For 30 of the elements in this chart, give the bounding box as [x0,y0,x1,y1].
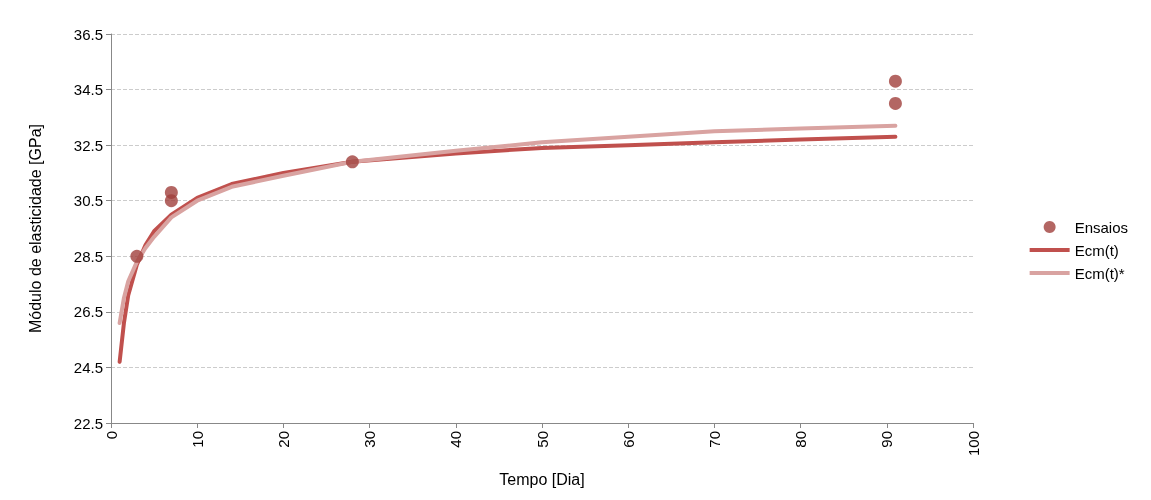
point [130,249,144,263]
y-tick-label: 24.5 [73,358,103,376]
x-tick-label: 10 [188,431,206,448]
y-tick-label: 28.5 [73,247,103,265]
x-tick-label: 50 [533,431,551,448]
x-tick-label: 80 [792,431,810,448]
point [164,194,178,208]
point [888,96,902,110]
x-tick-label: 30 [361,431,379,448]
legend-label: Ecm(t) [1074,241,1119,259]
legend-label: Ecm(t)* [1074,264,1125,282]
line-series [117,123,898,325]
x-tick-label: 0 [102,431,120,440]
x-tick-label: 40 [447,431,465,448]
x-tick-label: 100 [964,431,982,457]
legend-label: Ensaios [1074,218,1129,236]
x-tick-label: 60 [619,431,637,448]
y-axis-title: Módulo de elasticidade [GPa] [26,123,44,334]
y-tick-label: 22.5 [73,414,103,432]
x-axis-title: Tempo [Dia] [499,470,585,488]
y-tick-label: 30.5 [73,192,103,210]
y-tick-label: 32.5 [73,136,103,154]
x-tick-label: 70 [705,431,723,448]
y-tick-label: 36.5 [73,25,103,43]
x-tick-label: 20 [274,431,292,448]
point [888,74,902,88]
y-tick-label: 26.5 [73,303,103,321]
y-tick-label: 34.5 [73,81,103,99]
x-tick-label: 90 [878,431,896,448]
point [345,155,359,169]
